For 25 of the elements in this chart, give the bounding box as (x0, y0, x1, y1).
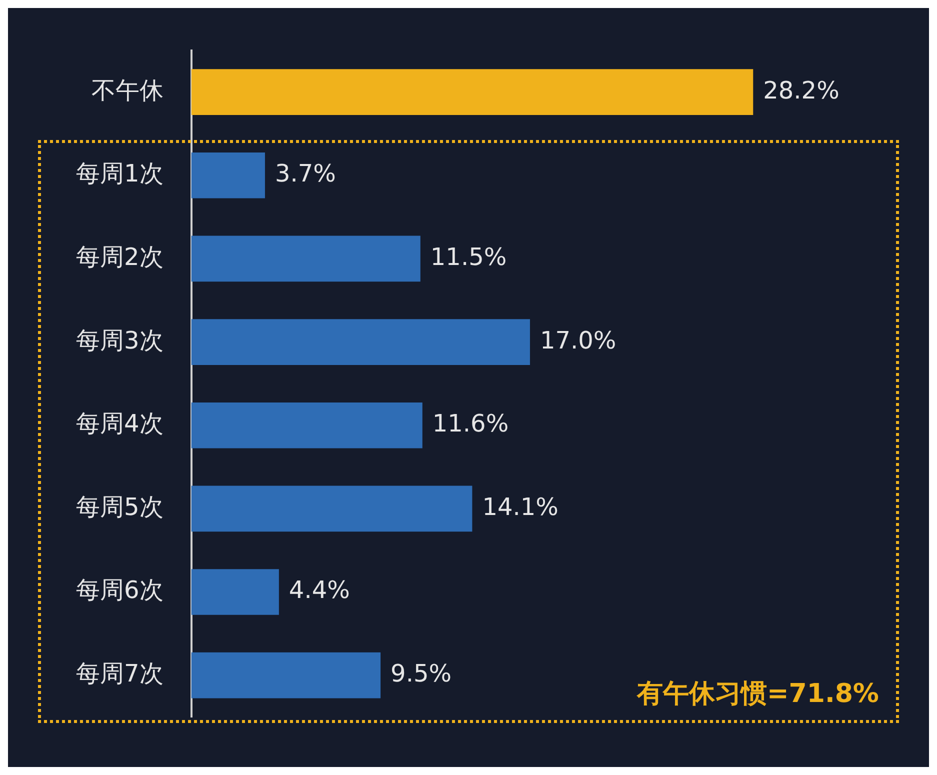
bar (191, 236, 420, 282)
y-tick-label: 每周1次 (76, 160, 164, 188)
data-label: 11.5% (430, 242, 507, 271)
data-label: 9.5% (390, 660, 452, 688)
data-label: 17.0% (540, 326, 616, 354)
y-tick-label: 不午休 (91, 76, 164, 104)
y-tick-label: 每周5次 (76, 492, 164, 521)
bar (191, 69, 754, 115)
data-label: 14.1% (482, 492, 558, 521)
bar (191, 486, 472, 532)
y-tick-label: 每周4次 (76, 410, 164, 438)
bar (191, 152, 265, 198)
data-label: 11.6% (432, 410, 509, 438)
bar (191, 402, 422, 448)
annotation: 有午休习惯=71.8% (636, 678, 879, 709)
data-label: 3.7% (274, 160, 336, 188)
data-label: 28.2% (763, 76, 840, 104)
data-label: 4.4% (288, 576, 350, 604)
bar (191, 319, 530, 365)
y-tick-label: 每周6次 (76, 576, 164, 604)
bar (191, 652, 381, 698)
bar (191, 569, 279, 615)
y-tick-label: 每周2次 (76, 242, 164, 271)
y-tick-label: 每周7次 (76, 660, 164, 688)
y-tick-label: 每周3次 (76, 326, 164, 354)
